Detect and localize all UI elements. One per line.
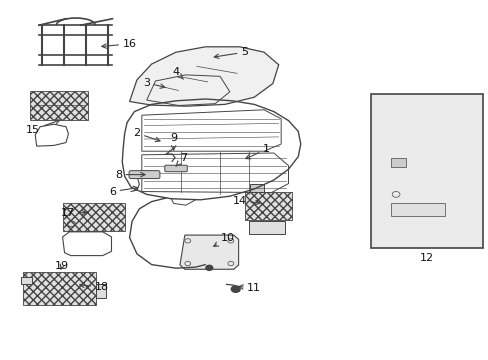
- Circle shape: [231, 286, 240, 292]
- Text: 6: 6: [109, 186, 138, 197]
- Bar: [96, 284, 105, 298]
- Bar: [21, 276, 32, 284]
- Bar: [390, 203, 444, 216]
- Text: 14: 14: [232, 196, 260, 206]
- Bar: [370, 94, 482, 248]
- Text: 16: 16: [102, 39, 136, 49]
- FancyBboxPatch shape: [23, 272, 96, 305]
- Bar: [250, 184, 264, 192]
- Text: 1: 1: [245, 144, 269, 159]
- FancyBboxPatch shape: [164, 165, 187, 172]
- Text: 2: 2: [133, 128, 160, 141]
- Text: 10: 10: [213, 233, 234, 246]
- FancyBboxPatch shape: [386, 167, 458, 202]
- Text: 8: 8: [115, 170, 145, 180]
- Text: 9: 9: [170, 132, 177, 150]
- Text: 13: 13: [420, 142, 471, 165]
- FancyBboxPatch shape: [30, 91, 88, 120]
- Text: 17: 17: [61, 208, 86, 218]
- Bar: [390, 158, 405, 167]
- Circle shape: [205, 265, 212, 270]
- Polygon shape: [180, 235, 238, 269]
- FancyBboxPatch shape: [129, 171, 160, 179]
- FancyBboxPatch shape: [245, 192, 291, 220]
- Text: 18: 18: [80, 282, 108, 292]
- Text: 4: 4: [172, 67, 183, 79]
- Text: 5: 5: [214, 47, 247, 58]
- Bar: [185, 239, 232, 265]
- Polygon shape: [129, 47, 278, 106]
- Text: 19: 19: [55, 261, 69, 271]
- Text: 7: 7: [176, 153, 186, 166]
- Text: 12: 12: [419, 253, 433, 264]
- Text: 3: 3: [143, 78, 164, 88]
- Text: 15: 15: [26, 120, 60, 135]
- FancyBboxPatch shape: [62, 203, 125, 231]
- Text: 11: 11: [238, 283, 261, 293]
- Bar: [249, 221, 284, 234]
